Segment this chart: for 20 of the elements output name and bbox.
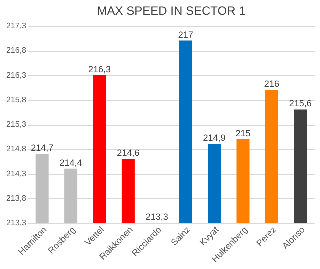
data-label: 214,7: [31, 143, 54, 154]
y-tick-label: 215,8: [6, 95, 28, 104]
y-tick-label: 216,3: [6, 70, 28, 80]
y-tick-label: 216,8: [6, 46, 28, 56]
data-label: 214,4: [60, 158, 82, 168]
y-tick-label: 213,8: [6, 194, 28, 203]
y-tick-label: 215,3: [6, 120, 28, 129]
data-label: 217: [178, 30, 194, 40]
data-label: 214,9: [203, 133, 226, 144]
y-tick-label: 214,8: [6, 144, 28, 154]
data-label: 215: [236, 128, 251, 138]
y-tick-label: 213,3: [6, 218, 28, 228]
data-label: 214,6: [117, 148, 140, 158]
chart-title: MAX SPEED IN SECTOR 1: [97, 4, 246, 18]
data-label: 215,6: [289, 98, 312, 109]
data-label: 213,3: [146, 212, 168, 222]
y-tick-label: 217,3: [6, 22, 28, 30]
data-label: 216,3: [88, 64, 112, 74]
data-label: 216: [264, 79, 280, 90]
y-tick-label: 214,3: [6, 169, 28, 178]
